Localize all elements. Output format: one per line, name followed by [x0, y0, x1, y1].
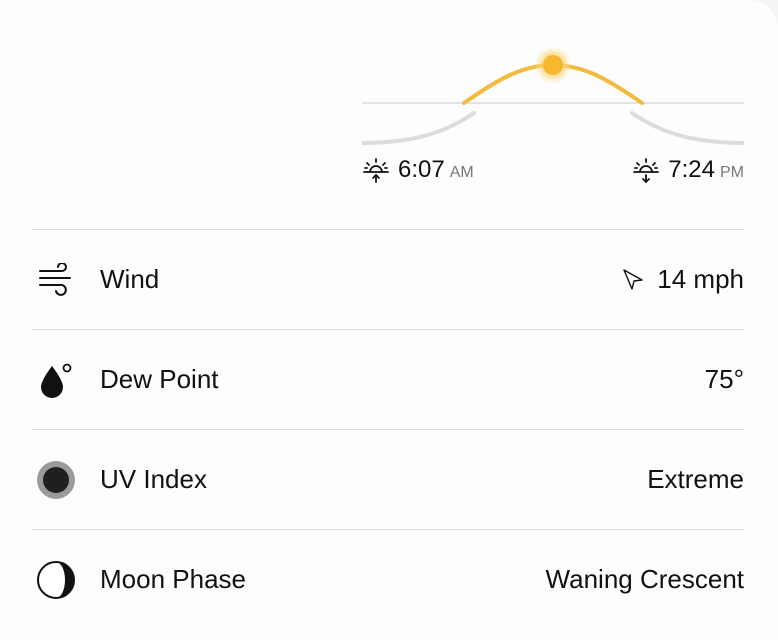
sun-path-day-below — [464, 103, 642, 113]
moon-phase-row: Moon Phase Waning Crescent — [32, 529, 744, 629]
uv-index-row: UV Index Extreme — [32, 429, 744, 529]
sunset-icon — [633, 158, 660, 184]
sun-path-chart — [362, 46, 744, 145]
wind-speed: 14 mph — [657, 264, 744, 294]
dew-point-value: 75° — [704, 364, 744, 394]
sunrise-icon — [363, 158, 389, 183]
moon-phase-icon — [32, 556, 80, 604]
sun-icon — [543, 55, 563, 75]
uv-index-value: Extreme — [647, 464, 744, 494]
sunrise: 6:07 AM — [362, 152, 474, 188]
sun-path-night — [362, 111, 476, 145]
uv-index-icon — [32, 456, 80, 504]
moon-phase-label: Moon Phase — [100, 564, 246, 594]
dew-point-row: Dew Point 75° — [32, 329, 744, 429]
dew-point-icon — [32, 356, 80, 404]
sunrise-time: 6:07 — [398, 156, 445, 183]
wind-icon — [32, 256, 80, 304]
sunrise-ampm: AM — [449, 164, 474, 181]
sunset-time: 7:24 — [668, 156, 715, 183]
wind-direction-arrow-icon — [623, 268, 643, 290]
sunset-ampm: PM — [720, 164, 744, 181]
wind-row: Wind 14 mph — [32, 229, 744, 329]
dew-point-label: Dew Point — [100, 364, 219, 394]
sun-path-night-end — [630, 111, 744, 145]
weather-detail-list: Wind 14 mph Dew Point 75° — [32, 229, 744, 629]
uv-index-label: UV Index — [100, 464, 207, 494]
wind-value: 14 mph — [621, 264, 744, 295]
moon-phase-value: Waning Crescent — [545, 564, 744, 594]
wind-label: Wind — [100, 264, 160, 294]
sunset: 7:24 PM — [632, 152, 744, 188]
